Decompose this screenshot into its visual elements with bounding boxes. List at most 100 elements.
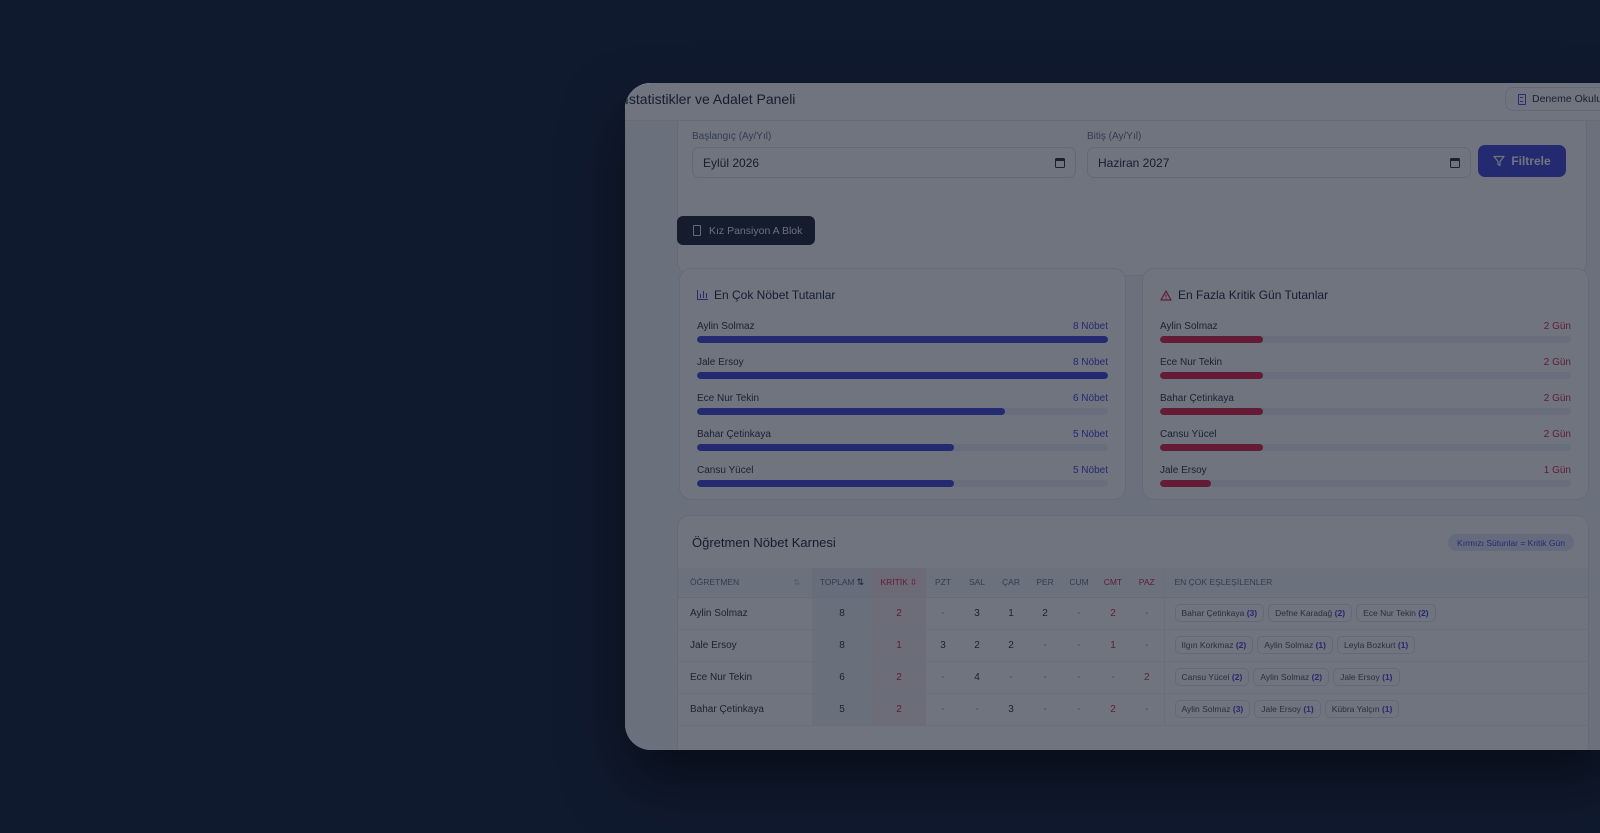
pair-chip: Aylin Solmaz (2) xyxy=(1253,668,1330,686)
progress-fill xyxy=(1160,444,1263,451)
day-cell: 1 xyxy=(1096,629,1130,662)
col-teacher[interactable]: ÖĞRETMEN ⇅ xyxy=(678,568,812,598)
critical-cell: 2 xyxy=(872,661,926,694)
day-cell: - xyxy=(1062,597,1096,630)
day-cell: - xyxy=(960,693,994,726)
table-body: Aylin Solmaz 8 2-3 1 2-2- Bahar Çetinkaya (3)… xyxy=(678,597,1588,726)
sort-icon[interactable]: ⇅ xyxy=(856,576,865,587)
pairs-cell: Aylin Solmaz (3) Jale Ersoy (1) Kübra Yalç… xyxy=(1163,693,1588,726)
building-icon xyxy=(1518,93,1526,105)
stat-row: Aylin Solmaz 2 Gün xyxy=(1160,321,1571,351)
progress-track xyxy=(1160,408,1571,415)
pairs-cell: Ilgın Korkmaz (2) Aylin Solmaz (1) Leyla B… xyxy=(1163,629,1588,662)
filter-button[interactable]: Filtrele xyxy=(1478,145,1566,177)
progress-track xyxy=(697,408,1108,415)
pair-chip: Aylin Solmaz (1) xyxy=(1257,636,1333,654)
col-mon: PZT xyxy=(926,568,960,598)
day-cell: 2 xyxy=(1096,693,1130,726)
stat-value: 8 Nöbet xyxy=(1072,357,1108,368)
col-sun: PAZ xyxy=(1130,568,1164,598)
pairs-cell: Bahar Çetinkaya (3) Defne Karadağ (2) Ece … xyxy=(1163,597,1588,630)
teacher-name: Bahar Çetinkaya xyxy=(1160,393,1234,404)
table-row[interactable]: Ece Nur Tekin 6 2-4- - - -2 Cansu Yücel (2) Ayl… xyxy=(678,661,1588,694)
table-row[interactable]: Jale Ersoy 8 1 3 2 2- -1- Ilgın Korkmaz (2) Ayli… xyxy=(678,629,1588,662)
stat-value: 6 Nöbet xyxy=(1072,393,1108,404)
col-thu: PER xyxy=(1028,568,1062,598)
day-cell: - xyxy=(1130,629,1164,662)
progress-track xyxy=(697,372,1108,379)
filter-icon xyxy=(1493,155,1505,167)
filter-button-label: Filtrele xyxy=(1511,154,1551,168)
calendar-icon[interactable] xyxy=(1055,157,1065,168)
day-cell: - xyxy=(1130,597,1164,630)
day-cell: 2 xyxy=(1130,661,1164,694)
most-duties-title-text: En Çok Nöbet Tutanlar xyxy=(714,288,836,302)
school-name: Deneme Okulu xyxy=(1532,93,1600,105)
progress-track xyxy=(697,336,1108,343)
teacher-name: Ece Nur Tekin xyxy=(697,393,760,404)
block-tab-label: Kız Pansiyon A Blok xyxy=(709,224,803,237)
col-critical[interactable]: KRİTİK ⇳ xyxy=(872,568,926,598)
progress-track xyxy=(1160,444,1571,451)
table-header-row: ÖĞRETMEN ⇅ TOPLAM ⇅ KRİTİK ⇳ PZT SAL ÇAR PE… xyxy=(678,568,1588,598)
teacher-cell: Ece Nur Tekin xyxy=(678,661,812,694)
pair-chip: Ilgın Korkmaz (2) xyxy=(1174,636,1254,654)
progress-fill xyxy=(697,408,1006,415)
building-icon xyxy=(693,225,701,236)
progress-track xyxy=(1160,336,1571,343)
start-date-value: Eylül 2026 xyxy=(703,155,760,170)
end-date-input[interactable]: Haziran 2027 xyxy=(1087,147,1471,178)
day-cell: 3 xyxy=(994,693,1028,726)
day-cell: - xyxy=(1028,629,1062,662)
teacher-name: Jale Ersoy xyxy=(1160,465,1207,476)
duty-report-card: Öğretmen Nöbet Karnesi Kırmızı Sütunlar … xyxy=(677,515,1589,750)
progress-track xyxy=(697,480,1108,487)
teacher-name: Aylin Solmaz xyxy=(697,321,755,332)
teacher-name: Jale Ersoy xyxy=(697,357,744,368)
stat-row: Jale Ersoy 8 Nöbet xyxy=(697,357,1108,387)
calendar-icon[interactable] xyxy=(1450,157,1460,168)
school-selector[interactable]: Deneme Okulu xyxy=(1505,87,1600,111)
pair-chip: Jale Ersoy (1) xyxy=(1333,668,1400,686)
end-date-label: Bitiş (Ay/Yıl) xyxy=(1087,131,1142,142)
teacher-name: Ece Nur Tekin xyxy=(1160,357,1223,368)
col-wed: ÇAR xyxy=(994,568,1028,598)
most-duties-title: En Çok Nöbet Tutanlar xyxy=(697,288,835,302)
progress-fill xyxy=(697,480,954,487)
stat-row: Aylin Solmaz 8 Nöbet xyxy=(697,321,1108,351)
progress-fill xyxy=(1160,336,1263,343)
sort-icon[interactable]: ⇅ xyxy=(793,578,800,587)
col-total[interactable]: TOPLAM ⇅ xyxy=(812,568,872,598)
block-tab-kiz-pansiyon-a[interactable]: Kız Pansiyon A Blok xyxy=(677,216,815,245)
day-cell: - xyxy=(926,597,960,630)
page-title: İstatistikler ve Adalet Paneli xyxy=(625,91,796,107)
pair-chip: Leyla Bozkurt (1) xyxy=(1336,636,1416,654)
table-row[interactable]: Bahar Çetinkaya 5 2- -3- -2- Aylin Solmaz (3)… xyxy=(678,693,1588,726)
total-cell: 6 xyxy=(812,661,872,694)
teacher-name: Bahar Çetinkaya xyxy=(697,429,771,440)
stat-value: 2 Gün xyxy=(1543,429,1571,440)
day-cell: 2 xyxy=(994,629,1028,662)
critical-cell: 2 xyxy=(872,597,926,630)
day-cell: 3 xyxy=(960,597,994,630)
table-row[interactable]: Aylin Solmaz 8 2-3 1 2-2- Bahar Çetinkaya (3)… xyxy=(678,597,1588,630)
teacher-name: Cansu Yücel xyxy=(1160,429,1217,440)
end-date-value: Haziran 2027 xyxy=(1098,155,1170,170)
start-date-input[interactable]: Eylül 2026 xyxy=(692,147,1076,178)
most-critical-title-text: En Fazla Kritik Gün Tutanlar xyxy=(1178,288,1329,302)
pair-chip: Ece Nur Tekin (2) xyxy=(1356,604,1436,622)
sort-icon[interactable]: ⇳ xyxy=(909,576,918,587)
teacher-cell: Bahar Çetinkaya xyxy=(678,693,812,726)
stat-row: Jale Ersoy 1 Gün xyxy=(1160,465,1571,495)
warning-icon xyxy=(1160,289,1172,301)
day-cell: - xyxy=(1028,693,1062,726)
pair-chip: Cansu Yücel (2) xyxy=(1174,668,1250,686)
stat-value: 5 Nöbet xyxy=(1072,465,1108,476)
teacher-name: Aylin Solmaz xyxy=(1160,321,1218,332)
pair-chip: Aylin Solmaz (3) xyxy=(1174,700,1251,718)
progress-track xyxy=(1160,480,1571,487)
progress-track xyxy=(697,444,1108,451)
total-cell: 8 xyxy=(812,597,872,630)
stat-value: 8 Nöbet xyxy=(1072,321,1108,332)
day-cell: - xyxy=(994,661,1028,694)
